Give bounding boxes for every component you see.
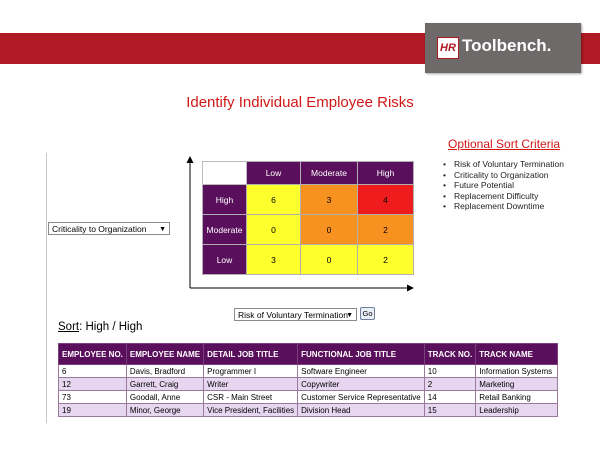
- column-header[interactable]: EMPLOYEE NO.: [58, 343, 127, 365]
- matrix-cell[interactable]: 0: [246, 214, 301, 245]
- y-axis-select-value: Criticality to Organization: [52, 224, 147, 234]
- table-cell: Software Engineer: [297, 364, 425, 378]
- matrix-row-header: High: [202, 184, 247, 215]
- sort-criteria-item: Risk of Voluntary Termination: [441, 159, 564, 170]
- table-cell: Leadership: [475, 403, 559, 417]
- matrix-cell[interactable]: 2: [357, 244, 414, 275]
- column-header[interactable]: FUNCTIONAL JOB TITLE: [297, 343, 425, 365]
- sort-criteria-item: Criticality to Organization: [441, 170, 564, 181]
- sort-criteria-item: Replacement Difficulty: [441, 191, 564, 202]
- table-cell: 6: [58, 364, 127, 378]
- table-row[interactable]: 12 Garrett, Craig Writer Copywriter 2 Ma…: [58, 377, 559, 391]
- matrix-col-header: High: [357, 161, 414, 185]
- table-cell: 12: [58, 377, 127, 391]
- table-cell: Programmer I: [203, 364, 299, 378]
- table-row[interactable]: 73 Goodall, Anne CSR - Main Street Custo…: [58, 390, 559, 404]
- dropdown-arrow-icon: ▼: [346, 312, 353, 319]
- table-cell: CSR - Main Street: [203, 390, 299, 404]
- hr-logo-mark: HR: [437, 37, 459, 59]
- table-cell: Goodall, Anne: [125, 390, 205, 404]
- table-cell: 14: [423, 390, 477, 404]
- sort-criteria-item: Replacement Downtime: [441, 201, 564, 212]
- risk-matrix: Low Moderate High High 6 3 4 Moderate 0 …: [202, 161, 414, 275]
- table-cell: Retail Banking: [475, 390, 559, 404]
- content-divider: [46, 153, 47, 423]
- sort-criteria-list: Risk of Voluntary Termination Criticalit…: [441, 159, 564, 212]
- matrix-cell[interactable]: 3: [300, 184, 358, 215]
- matrix-cell[interactable]: 2: [357, 214, 414, 245]
- matrix-cell[interactable]: 6: [246, 184, 301, 215]
- x-axis-criteria-select[interactable]: Risk of Voluntary Termination ▼: [234, 308, 357, 321]
- matrix-row-header: Low: [202, 244, 247, 275]
- table-cell: 15: [423, 403, 477, 417]
- table-cell: Minor, George: [125, 403, 205, 417]
- x-axis-select-value: Risk of Voluntary Termination: [238, 310, 348, 320]
- matrix-col-header: Moderate: [300, 161, 358, 185]
- table-row[interactable]: 19 Minor, George Vice President, Facilit…: [58, 403, 559, 417]
- table-cell: Garrett, Craig: [125, 377, 205, 391]
- column-header[interactable]: TRACK NAME: [475, 343, 559, 365]
- table-cell: Division Head: [297, 403, 425, 417]
- table-cell: 19: [58, 403, 127, 417]
- table-cell: 73: [58, 390, 127, 404]
- matrix-cell[interactable]: 0: [300, 244, 358, 275]
- table-cell: 2: [423, 377, 477, 391]
- hr-toolbench-logo: HR Toolbench.: [425, 23, 581, 73]
- table-cell: Vice President, Facilities: [203, 403, 299, 417]
- optional-sort-criteria-link[interactable]: Optional Sort Criteria: [448, 137, 561, 151]
- table-cell: Writer: [203, 377, 299, 391]
- table-cell: Marketing: [475, 377, 559, 391]
- matrix-row-header: Moderate: [202, 214, 247, 245]
- sort-label-prefix: Sort: [58, 321, 80, 333]
- table-cell: 10: [423, 364, 477, 378]
- logo-text: Toolbench.: [462, 36, 552, 55]
- column-header[interactable]: DETAIL JOB TITLE: [203, 343, 299, 365]
- sort-label: Sort: High / High: [58, 321, 142, 333]
- sort-criteria-item: Future Potential: [441, 180, 564, 191]
- matrix-cell[interactable]: 4: [357, 184, 414, 215]
- go-button[interactable]: Go: [360, 307, 375, 320]
- table-cell: Information Systems: [475, 364, 559, 378]
- page-title: Identify Individual Employee Risks: [186, 94, 414, 111]
- table-row[interactable]: 6 Davis, Bradford Programmer I Software …: [58, 364, 559, 378]
- matrix-cell[interactable]: 3: [246, 244, 301, 275]
- column-header[interactable]: EMPLOYEE NAME: [125, 343, 205, 365]
- table-cell: Davis, Bradford: [125, 364, 205, 378]
- matrix-axes: [186, 156, 414, 292]
- column-header[interactable]: TRACK NO.: [423, 343, 477, 365]
- y-axis-criteria-select[interactable]: Criticality to Organization ▼: [48, 222, 170, 235]
- matrix-corner: [202, 161, 247, 185]
- dropdown-arrow-icon: ▼: [159, 226, 166, 233]
- table-cell: Copywriter: [297, 377, 425, 391]
- employee-table: EMPLOYEE NO. EMPLOYEE NAME DETAIL JOB TI…: [58, 343, 559, 417]
- matrix-cell[interactable]: 0: [300, 214, 358, 245]
- matrix-col-header: Low: [246, 161, 301, 185]
- sort-label-value: : High / High: [79, 321, 143, 333]
- table-cell: Customer Service Representative: [297, 390, 425, 404]
